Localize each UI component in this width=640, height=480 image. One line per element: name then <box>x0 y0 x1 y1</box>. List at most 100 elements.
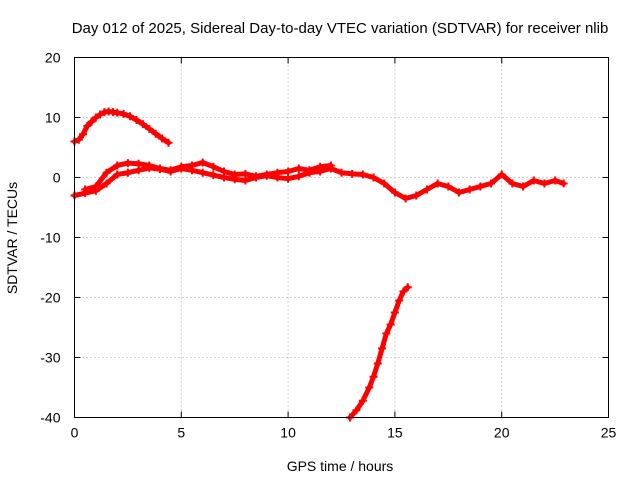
y-tick-label: 0 <box>53 170 61 186</box>
data-point <box>294 164 303 173</box>
data-point <box>519 182 528 191</box>
data-point <box>369 372 378 381</box>
data-point <box>91 113 100 122</box>
data-point <box>337 168 346 177</box>
data-point <box>487 179 496 188</box>
data-point <box>284 167 293 176</box>
data-point <box>529 176 538 185</box>
x-tick-label: 20 <box>494 425 510 441</box>
data-point <box>348 169 357 178</box>
data-point <box>252 172 261 181</box>
data-point <box>138 120 147 129</box>
data-point <box>380 179 389 188</box>
data-point <box>401 194 410 203</box>
data-point <box>83 121 92 130</box>
data-point <box>91 182 100 191</box>
y-axis-label: SDTVAR / TECUs <box>4 182 20 294</box>
data-point <box>444 182 453 191</box>
series-1 <box>70 107 173 147</box>
data-point <box>119 109 128 118</box>
axis-ticks: 0 5 10 15 20 25 -40 -30 -20 -10 0 10 20 <box>40 50 616 441</box>
data-point <box>79 130 88 139</box>
data-point <box>164 138 173 147</box>
x-tick-label: 5 <box>177 425 185 441</box>
data-point <box>284 174 293 183</box>
data-point <box>365 383 374 392</box>
data-point <box>126 112 135 121</box>
data-point <box>155 164 164 173</box>
data-point <box>326 161 335 170</box>
data-point <box>382 329 391 338</box>
data-point <box>386 320 395 329</box>
data-point <box>395 296 404 305</box>
data-point <box>305 166 314 175</box>
data-point <box>145 124 154 133</box>
data-point <box>113 161 122 170</box>
data-point <box>209 171 218 180</box>
data-point <box>399 287 408 296</box>
data-point <box>87 117 96 126</box>
y-tick-label: -20 <box>40 290 60 306</box>
data-point <box>187 161 196 170</box>
x-tick-label: 0 <box>71 425 79 441</box>
data-point <box>134 159 143 168</box>
grid <box>74 57 609 418</box>
data-point <box>551 176 560 185</box>
data-point <box>373 359 382 368</box>
data-point <box>230 170 239 179</box>
data-point <box>74 135 83 144</box>
data-point <box>113 170 122 179</box>
data-point <box>123 168 132 177</box>
data-point <box>352 406 361 415</box>
y-tick-label: -30 <box>40 350 60 366</box>
data-point <box>220 167 229 176</box>
data-point <box>403 283 412 292</box>
data-point <box>209 162 218 171</box>
data-point <box>198 158 207 167</box>
y-tick-label: 10 <box>45 110 61 126</box>
x-tick-label: 25 <box>601 425 617 441</box>
data-point <box>198 168 207 177</box>
data-point <box>273 168 282 177</box>
data-point <box>378 344 387 353</box>
data-point <box>262 170 271 179</box>
data-point <box>241 169 250 178</box>
data-point <box>412 191 421 200</box>
data-point <box>113 108 122 117</box>
data-point <box>454 188 463 197</box>
data-point <box>497 170 506 179</box>
data-point <box>166 166 175 175</box>
data-point <box>358 170 367 179</box>
data-point <box>540 179 549 188</box>
data-point <box>369 173 378 182</box>
series-layer <box>70 107 568 422</box>
data-point <box>476 182 485 191</box>
data-point <box>422 185 431 194</box>
data-point <box>316 162 325 171</box>
series-3 <box>81 158 335 194</box>
chart-title: Day 012 of 2025, Sidereal Day-to-day VTE… <box>72 20 609 37</box>
data-point <box>358 396 367 405</box>
data-point <box>102 168 111 177</box>
series-4 <box>346 283 412 422</box>
data-point <box>102 179 111 188</box>
data-point <box>294 172 303 181</box>
x-tick-label: 15 <box>387 425 403 441</box>
data-point <box>465 185 474 194</box>
series-2 <box>70 163 568 203</box>
y-tick-label: -10 <box>40 230 60 246</box>
x-tick-label: 10 <box>280 425 296 441</box>
data-point <box>132 115 141 124</box>
plot-border <box>74 57 609 418</box>
series-1-line <box>72 109 171 146</box>
data-point <box>145 161 154 170</box>
data-point <box>177 162 186 171</box>
y-tick-label: -40 <box>40 410 60 426</box>
data-point <box>390 188 399 197</box>
data-point <box>390 308 399 317</box>
data-point <box>508 179 517 188</box>
y-tick-label: 20 <box>45 50 61 66</box>
data-point <box>81 185 90 194</box>
x-axis-label: GPS time / hours <box>287 458 394 474</box>
